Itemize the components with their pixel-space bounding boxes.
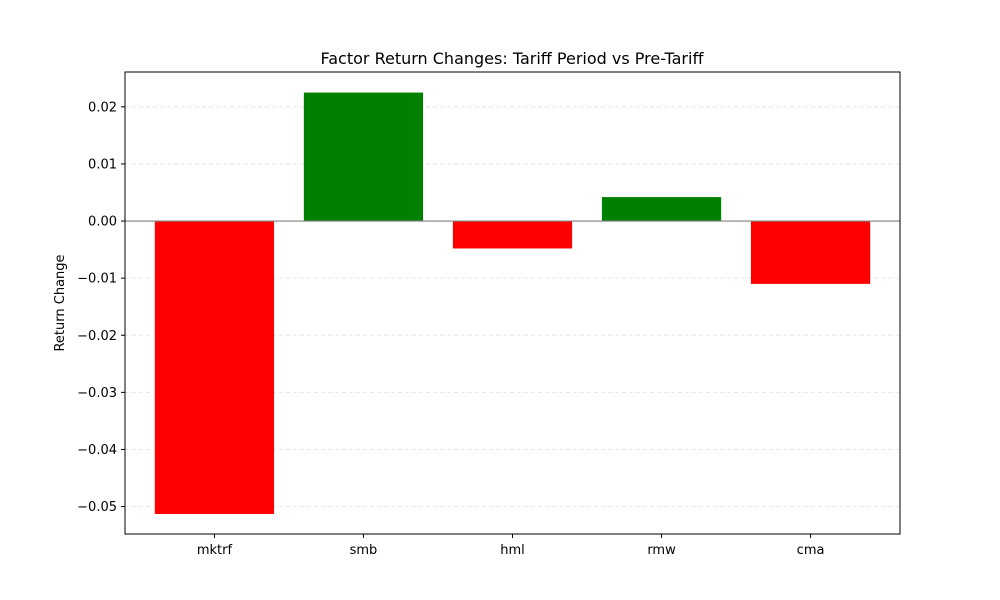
y-tick-label: −0.03 (77, 386, 117, 401)
x-tick-label: mktrf (197, 543, 233, 558)
bar-rmw (601, 197, 722, 222)
y-tick-label: −0.01 (77, 272, 117, 287)
bar-mktrf (154, 221, 275, 515)
bar-hml (452, 221, 573, 249)
chart-title: Factor Return Changes: Tariff Period vs … (321, 49, 705, 68)
y-tick-label: −0.05 (77, 500, 117, 515)
y-axis-ticks: 0.02 0.01 0.00 −0.01 −0.02 −0.03 −0.04 −0.05 (77, 100, 125, 515)
bars (154, 92, 871, 515)
x-tick-label: hml (500, 543, 525, 558)
y-tick-label: 0.02 (88, 100, 117, 115)
y-tick-label: 0.01 (88, 157, 117, 172)
bar-smb (303, 92, 424, 222)
x-tick-label: rmw (647, 543, 676, 558)
y-tick-label: −0.02 (77, 329, 117, 344)
y-tick-label: 0.00 (88, 215, 117, 230)
bar-cma (750, 221, 871, 284)
x-tick-label: cma (797, 543, 825, 558)
y-axis-label: Return Change (53, 254, 68, 351)
x-axis-ticks: mktrf smb hml rmw cma (197, 534, 825, 558)
x-tick-label: smb (350, 543, 378, 558)
y-tick-label: −0.04 (77, 443, 117, 458)
